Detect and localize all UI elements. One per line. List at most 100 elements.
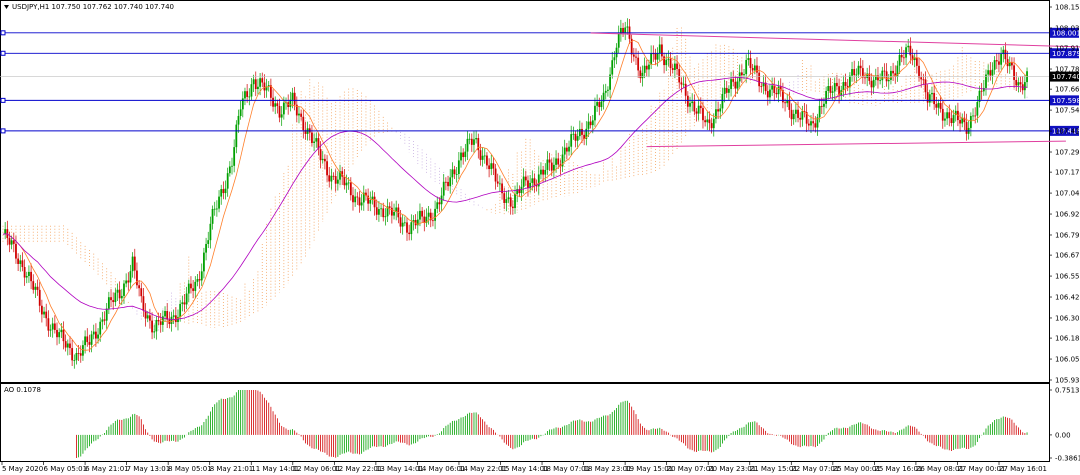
level-anchor (0, 97, 6, 103)
candle-body (388, 206, 391, 208)
candle-body (43, 311, 45, 315)
candle-body (561, 154, 564, 167)
candle-body (447, 181, 449, 187)
candle-body (434, 208, 436, 221)
candle-body (775, 92, 778, 95)
candle-body (684, 83, 687, 96)
candle-body (648, 64, 650, 70)
candle-body (637, 57, 640, 71)
candle-body (619, 27, 622, 34)
candle-body (1002, 49, 1005, 55)
time-tick-label: 19 May 15:01 (625, 465, 673, 473)
level-anchor (0, 30, 6, 36)
candle-body (907, 45, 910, 48)
candle-body (77, 352, 80, 354)
level-label: 107.416 (1052, 127, 1080, 135)
candle-body (190, 283, 192, 289)
candle-body (457, 160, 460, 174)
candle-body (626, 26, 629, 28)
candle-body (995, 60, 998, 62)
candle-body (187, 283, 190, 294)
candle-body (877, 75, 879, 81)
oscillator-label: AO 0.1078 (4, 386, 41, 394)
candle-body (354, 196, 357, 203)
candle-body (712, 118, 715, 129)
price-tick-label: 107.540 (1055, 107, 1080, 115)
time-axis: 5 May 2020 6 May 05:016 May 21:017 May 13… (1, 462, 1047, 473)
candle-body (103, 319, 106, 321)
candle-body (810, 121, 812, 126)
candle-body (101, 319, 104, 322)
price-axis: 108.155 108.030 107.910 107.785 107.665 107.5… (1049, 4, 1080, 385)
candle-body (53, 323, 56, 330)
candle-body (490, 163, 493, 170)
symbol-line: USDJPY,H1 107.750 107.762 107.740 107.74… (12, 3, 174, 11)
candle-body (946, 112, 949, 119)
candle-body (656, 53, 659, 60)
candle-body (116, 289, 119, 293)
time-tick-label: 18 May 23:01 (584, 465, 632, 473)
trendlines[interactable] (590, 32, 1080, 148)
candle-body (432, 220, 434, 222)
candle-body (220, 189, 223, 197)
level-anchor (0, 128, 6, 134)
candle-body (598, 102, 601, 108)
candle-body (548, 159, 551, 163)
candle-body (524, 176, 527, 181)
candle-body (298, 113, 300, 116)
collapse-triangle-icon[interactable] (4, 5, 9, 9)
candle-body (293, 92, 296, 105)
candle-body (315, 138, 318, 142)
candle-body (248, 96, 251, 98)
candle-body (352, 195, 354, 203)
candle-body (531, 178, 534, 183)
candle-body (950, 118, 953, 124)
candle-body (140, 288, 143, 297)
candle-body (911, 55, 914, 61)
candle-body (969, 115, 972, 128)
candle-body (790, 109, 793, 120)
candle-body (38, 289, 41, 306)
candle-body (36, 286, 39, 290)
candle-body (451, 169, 454, 178)
candle-body (658, 44, 661, 54)
candle-body (112, 300, 115, 303)
candle-body (777, 86, 780, 95)
candle-body (1004, 49, 1007, 60)
candle-body (464, 151, 467, 158)
candle-body (771, 85, 774, 90)
candle-body (453, 169, 456, 175)
candle-body (51, 323, 54, 330)
candle-body (401, 222, 404, 227)
horizontal-levels[interactable]: 108.001 107.879 107.598 107.416 107.740 (0, 27, 1080, 136)
candle-body (632, 54, 635, 57)
candle-body (758, 72, 761, 87)
candle-body (272, 97, 274, 107)
candle-body (481, 155, 484, 160)
candle-body (559, 164, 562, 167)
candle-body (838, 86, 840, 96)
candle-body (127, 280, 130, 283)
candle-body (34, 286, 37, 290)
candle-body (730, 79, 732, 89)
candle-body (913, 57, 916, 61)
candle-body (462, 152, 465, 158)
candle-body (237, 115, 240, 125)
candle-body (423, 216, 426, 224)
candle-body (209, 223, 212, 241)
candle-body (665, 59, 668, 66)
candle-body (963, 117, 966, 123)
candle-body (565, 147, 568, 152)
candle-body (764, 82, 767, 92)
candle-body (570, 134, 573, 147)
price-tick-label: 107.785 (1055, 66, 1080, 74)
candle-body (32, 281, 35, 290)
candle-body (226, 173, 229, 189)
candle-body (313, 141, 315, 143)
candle-body (583, 134, 586, 139)
candle-body (794, 109, 797, 114)
candle-body (823, 103, 825, 107)
candle-body (466, 138, 469, 152)
candle-body (982, 87, 985, 92)
